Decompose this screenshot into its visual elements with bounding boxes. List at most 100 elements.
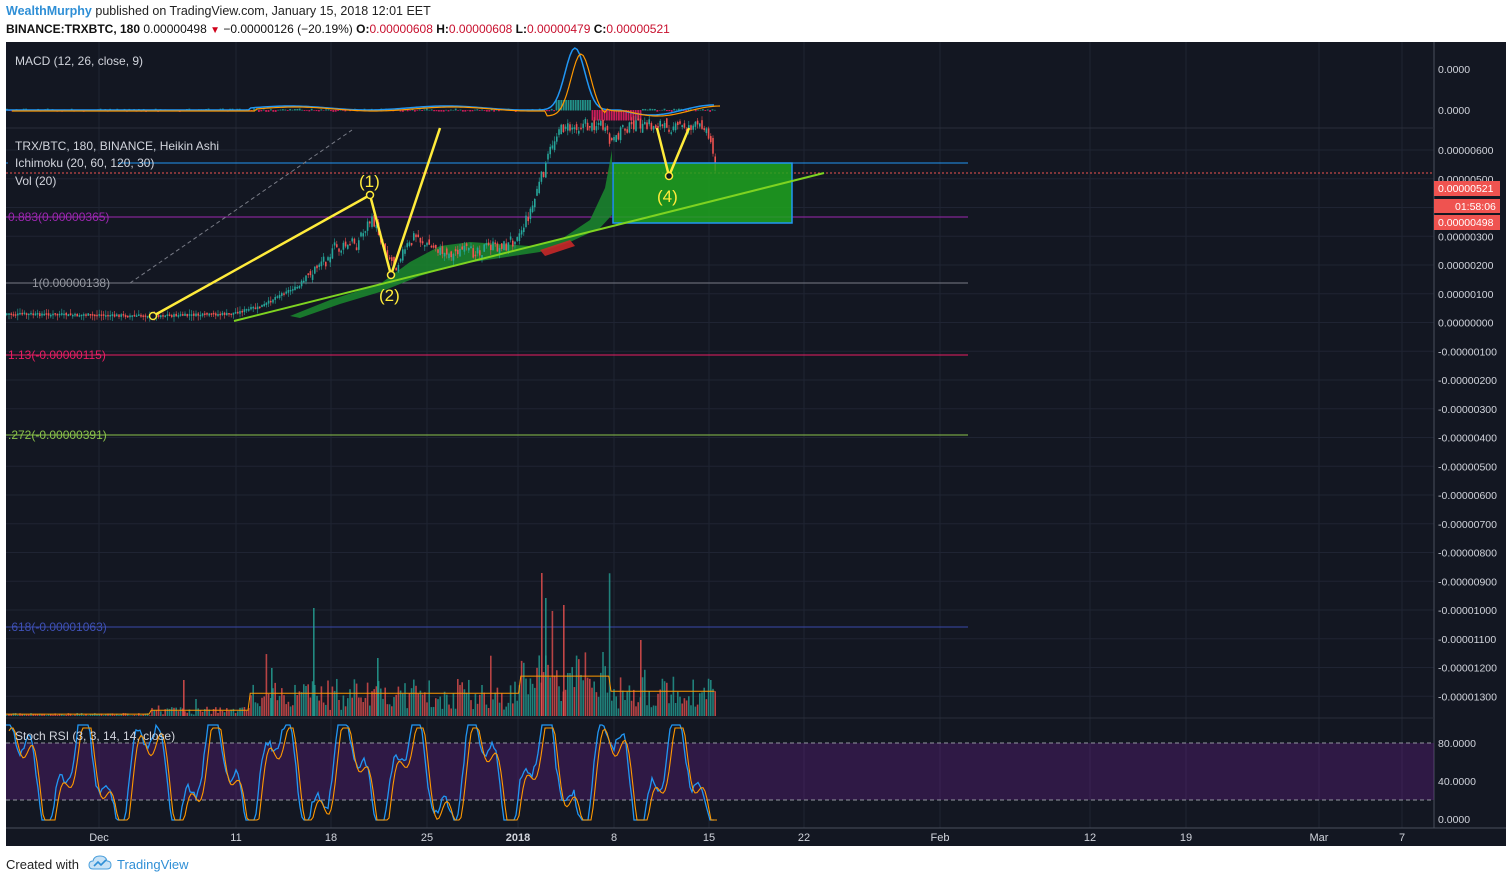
volume-bar: [661, 678, 664, 716]
macd-histogram-bar: [550, 108, 553, 111]
macd-histogram-bar: [270, 109, 272, 111]
volume-bar: [32, 714, 34, 716]
macd-histogram-bar: [402, 110, 404, 112]
macd-legend[interactable]: MACD (12, 26, close, 9): [15, 54, 143, 68]
volume-bar: [219, 707, 221, 716]
macd-histogram-bar: [702, 109, 704, 111]
macd-histogram-bar: [284, 109, 287, 111]
price-axis-label: 0.00000000: [1438, 318, 1494, 330]
volume-bar: [355, 683, 358, 716]
macd-histogram-bar: [613, 110, 615, 121]
volume-bar: [677, 691, 679, 716]
target-zone-rectangle[interactable]: [612, 162, 793, 224]
volume-bar: [415, 685, 417, 716]
volume-bar: [41, 713, 43, 716]
time-axis[interactable]: Dec 11 18 25 2018 8 15 22 Feb 12 19 Mar 7: [89, 832, 1405, 844]
wave-label-1[interactable]: (1): [359, 172, 380, 191]
volume-bar: [36, 714, 39, 716]
volume-bar: [153, 710, 155, 716]
volume-bar: [481, 684, 483, 716]
volume-bar: [487, 707, 490, 716]
macd-histogram-bar: [471, 110, 474, 112]
wave-point[interactable]: [365, 190, 375, 200]
main-legend[interactable]: TRX/BTC, 180, BINANCE, Heikin Ashi: [15, 139, 219, 153]
volume-bar: [111, 713, 114, 716]
elliott-wave-lines[interactable]: [152, 127, 442, 318]
volume-bar: [472, 709, 474, 716]
volume-bar: [485, 704, 488, 716]
volume-bar: [600, 672, 602, 716]
fib-trend-line[interactable]: [129, 129, 353, 284]
macd-histogram-bar: [426, 108, 428, 111]
volume-bar: [615, 696, 617, 716]
wave-point[interactable]: [148, 311, 158, 321]
time-axis-label: 22: [798, 832, 810, 844]
volume-bar: [52, 714, 54, 716]
volume-bar: [547, 664, 549, 716]
volume-spike-bar: [545, 598, 547, 716]
macd-histogram-bar: [459, 109, 462, 111]
volume-spike-bar: [640, 640, 642, 716]
volume-bar: [578, 659, 580, 716]
macd-histogram-bar: [418, 109, 421, 111]
volume-bar: [243, 707, 246, 716]
volume-bar: [479, 694, 481, 716]
volume-bar: [311, 681, 314, 716]
author-link[interactable]: WealthMurphy: [6, 4, 92, 18]
tradingview-cloud-icon[interactable]: [88, 854, 112, 872]
volume-bar: [96, 714, 98, 716]
time-axis-label: Dec: [89, 832, 109, 844]
volume-bar: [591, 687, 593, 716]
wave-point[interactable]: [664, 171, 674, 181]
volume-bar: [441, 708, 444, 716]
macd-histogram-bar: [572, 100, 575, 111]
volume-bar: [146, 713, 149, 716]
fib-label-1272: .272(-0.00000391): [8, 428, 107, 442]
volume-bar: [413, 679, 415, 716]
volume-bar: [527, 694, 529, 716]
volume-bar: [50, 714, 52, 716]
volume-bar: [351, 697, 353, 716]
macd-histogram-bar: [301, 109, 303, 111]
support-trend-line[interactable]: [233, 172, 825, 322]
macd-histogram-bar: [296, 108, 299, 111]
volume-bar: [107, 713, 109, 716]
ichimoku-legend[interactable]: Ichimoku (20, 60, 120, 30): [15, 156, 154, 170]
macd-histogram-bar: [656, 110, 659, 112]
macd-histogram-bar: [327, 109, 330, 111]
volume-bar: [303, 684, 305, 716]
volume-bar: [259, 706, 261, 716]
legend-background: [8, 154, 118, 169]
volume-bar: [270, 697, 272, 716]
chart-area[interactable]: MACD (12, 26, close, 9) 0.0000 0.0000 0.…: [6, 42, 1506, 846]
wave-label-4[interactable]: (4): [657, 187, 678, 206]
volume-spike-bar: [377, 658, 379, 716]
chart-canvas[interactable]: MACD (12, 26, close, 9) 0.0000 0.0000 0.…: [6, 42, 1506, 846]
time-axis-label: 12: [1084, 832, 1096, 844]
volume-bar: [410, 688, 413, 716]
volume-bar: [179, 707, 182, 716]
volume-bar: [212, 708, 215, 716]
volume-bar: [267, 693, 270, 716]
volume-bar: [679, 696, 681, 716]
stoch-legend[interactable]: Stoch RSI (3, 3, 14, 14, close): [15, 729, 175, 743]
volume-bar: [512, 703, 514, 716]
macd-histogram-bar: [334, 110, 337, 112]
wave-point[interactable]: [386, 270, 396, 280]
volume-bar: [666, 682, 668, 716]
price-axis-label: 0.00000600: [1438, 145, 1494, 157]
volume-bar: [602, 651, 604, 716]
volume-legend[interactable]: Vol (20): [15, 174, 56, 188]
volume-bar: [298, 691, 301, 716]
macd-histogram-bar: [601, 110, 603, 121]
volume-bar: [505, 706, 507, 716]
time-axis-label: 8: [611, 832, 617, 844]
macd-histogram-bar: [265, 110, 267, 112]
volume-bar: [336, 678, 338, 716]
volume-bar: [360, 697, 362, 716]
macd-histogram-bar: [594, 110, 596, 121]
volume-bar: [419, 690, 422, 716]
wave-label-2[interactable]: (2): [379, 286, 400, 305]
tradingview-link[interactable]: TradingView: [117, 857, 189, 872]
volume-bar: [683, 698, 686, 716]
